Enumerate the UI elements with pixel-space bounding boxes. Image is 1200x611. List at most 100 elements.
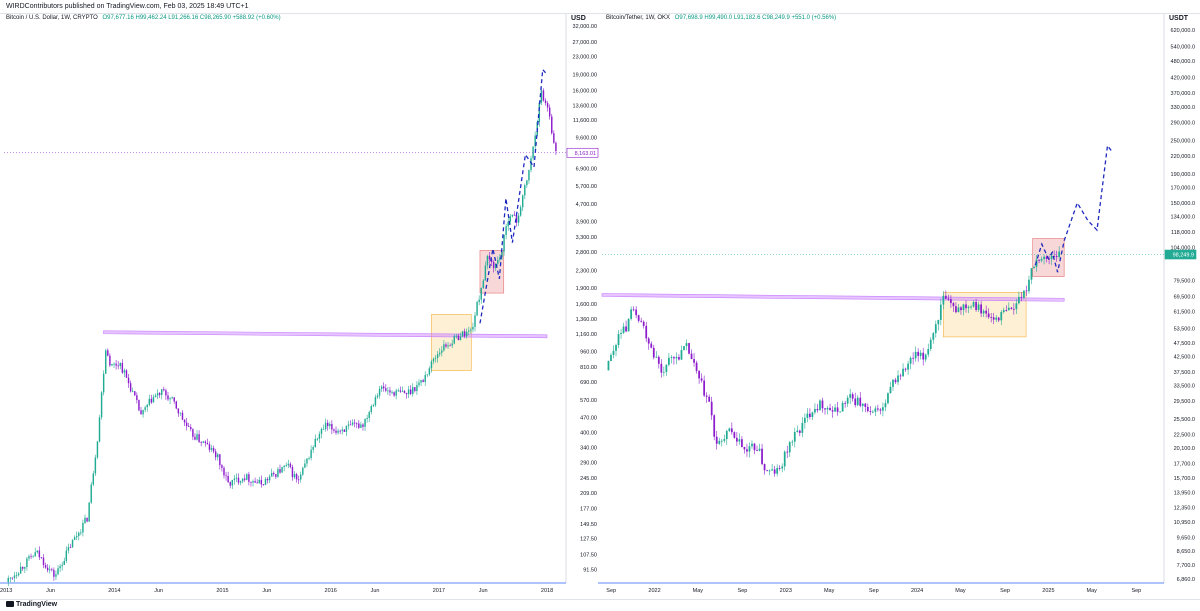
left-symbol-title[interactable]: Bitcoin / U.S. Dollar, 1W, CRYPTO [6,15,98,21]
candle-body[interactable] [219,454,221,466]
candle-body[interactable] [743,447,746,450]
candle-body[interactable] [526,180,528,186]
candle-body[interactable] [675,357,678,359]
candle-body[interactable] [42,557,45,566]
candle-body[interactable] [771,469,774,471]
candle-body[interactable] [405,392,408,395]
candle-body[interactable] [1038,259,1040,261]
candle-body[interactable] [668,357,670,365]
candle-body[interactable] [927,348,930,355]
candle-body[interactable] [28,556,30,559]
candle-body[interactable] [84,517,86,523]
candle-body[interactable] [548,107,551,117]
candle-body[interactable] [553,133,555,143]
candle-body[interactable] [69,547,72,549]
candle-body[interactable] [995,317,998,320]
right-symbol-title[interactable]: Bitcoin/Tether, 1W, OKX [606,15,671,21]
candle-body[interactable] [472,326,474,330]
candle-body[interactable] [670,357,673,358]
candle-body[interactable] [534,135,536,147]
candle-body[interactable] [223,467,225,476]
candle-body[interactable] [542,90,545,101]
candle-body[interactable] [555,142,557,152]
candle-body[interactable] [725,430,728,440]
candle-body[interactable] [138,400,140,411]
candle-body[interactable] [441,350,443,353]
candle-body[interactable] [94,457,97,474]
candle-body[interactable] [1018,296,1020,304]
candle-body[interactable] [270,472,273,477]
candle-body[interactable] [720,440,723,442]
candle-body[interactable] [1050,255,1053,260]
candle-body[interactable] [368,412,370,418]
candle-body[interactable] [123,370,126,373]
candle-body[interactable] [924,354,927,360]
candle-body[interactable] [140,410,142,415]
candle-body[interactable] [478,299,480,302]
candle-body[interactable] [61,564,63,567]
candle-body[interactable] [791,441,794,443]
candle-body[interactable] [480,288,482,300]
candle-body[interactable] [146,404,148,408]
candle-body[interactable] [1045,256,1048,259]
candle-body[interactable] [167,395,169,400]
candle-body[interactable] [939,304,942,320]
candle-body[interactable] [919,352,922,356]
candle-body[interactable] [351,422,354,425]
candle-body[interactable] [90,484,92,503]
candle-body[interactable] [393,392,395,396]
candle-body[interactable] [173,397,175,402]
candle-body[interactable] [730,428,733,433]
candle-body[interactable] [152,397,155,403]
candle-body[interactable] [156,393,159,396]
candle-body[interactable] [851,394,854,399]
candle-body[interactable] [546,103,549,108]
candle-body[interactable] [380,386,383,389]
candle-body[interactable] [977,304,980,310]
candle-body[interactable] [463,331,466,337]
candle-body[interactable] [950,299,952,304]
candle-body[interactable] [30,556,32,558]
candle-body[interactable] [461,331,464,337]
candle-body[interactable] [447,345,449,347]
candle-body[interactable] [482,280,485,289]
candle-body[interactable] [416,385,418,392]
candle-body[interactable] [190,426,192,430]
candle-body[interactable] [869,411,872,412]
candle-body[interactable] [947,298,950,300]
candle-body[interactable] [703,380,706,396]
candle-body[interactable] [445,344,447,347]
candle-body[interactable] [967,306,970,309]
candle-body[interactable] [484,265,487,281]
candle-body[interactable] [337,430,339,433]
candle-body[interactable] [279,469,281,473]
candle-body[interactable] [803,417,806,423]
candle-body[interactable] [990,317,993,319]
candle-body[interactable] [955,306,957,313]
candle-body[interactable] [980,304,982,314]
projection-path[interactable] [479,68,548,324]
candle-body[interactable] [665,364,668,372]
candle-body[interactable] [490,259,493,263]
candle-body[interactable] [509,216,511,222]
candle-body[interactable] [660,363,663,373]
candle-body[interactable] [105,350,107,374]
candle-body[interactable] [285,465,287,467]
candle-body[interactable] [281,467,283,473]
candle-body[interactable] [109,355,111,366]
candle-body[interactable] [1028,279,1030,292]
candle-body[interactable] [829,407,831,411]
candle-body[interactable] [1010,307,1013,309]
candle-body[interactable] [635,309,638,316]
candle-body[interactable] [965,304,967,309]
candle-body[interactable] [370,406,373,413]
candle-body[interactable] [422,380,424,382]
candle-body[interactable] [347,424,350,426]
candle-body[interactable] [198,434,200,442]
candle-body[interactable] [322,428,325,430]
candle-body[interactable] [492,262,495,269]
candle-body[interactable] [874,408,877,412]
candle-body[interactable] [329,423,331,427]
candle-body[interactable] [1020,296,1023,298]
